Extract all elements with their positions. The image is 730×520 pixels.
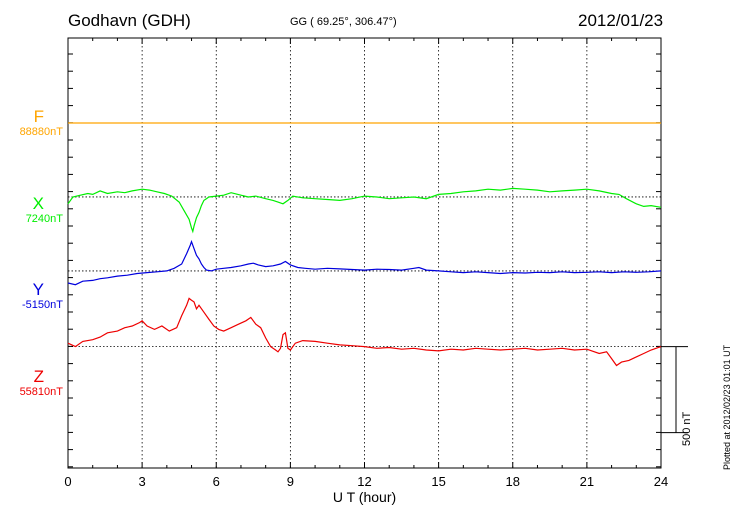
component-baseline-y: -5150nT <box>22 299 63 311</box>
component-name-f: F <box>33 107 44 126</box>
x-axis-label: U T (hour) <box>333 489 396 505</box>
trace-y <box>67 239 662 286</box>
x-tick-label: 12 <box>357 474 371 489</box>
x-tick-label: 21 <box>580 474 594 489</box>
component-label-f: F 88880nT <box>0 108 63 139</box>
x-tick-label: 9 <box>287 474 294 489</box>
x-tick-label: 0 <box>64 474 71 489</box>
station-title: Godhavn (GDH) <box>68 11 191 30</box>
component-baseline-z: 55810nT <box>19 386 63 398</box>
x-tick-label: 15 <box>431 474 445 489</box>
component-label-x: X 7240nT <box>0 195 63 226</box>
component-baseline-x: 7240nT <box>25 213 63 225</box>
x-tick-label: 24 <box>654 474 668 489</box>
component-label-z: Z 55810nT <box>0 368 63 399</box>
x-tick-label: 6 <box>213 474 220 489</box>
x-tick-label: 3 <box>139 474 146 489</box>
component-name-y: Y <box>32 280 44 299</box>
trace-z <box>67 297 662 367</box>
trace-x <box>67 187 662 234</box>
date-label: 2012/01/23 <box>578 11 664 30</box>
coordinates-label: GG ( 69.25°, 306.47°) <box>290 16 397 28</box>
component-name-x: X <box>32 194 44 213</box>
component-name-z: Z <box>33 367 44 386</box>
x-tick-label: 18 <box>506 474 520 489</box>
component-label-y: Y -5150nT <box>0 281 63 312</box>
component-baseline-f: 88880nT <box>19 126 63 138</box>
